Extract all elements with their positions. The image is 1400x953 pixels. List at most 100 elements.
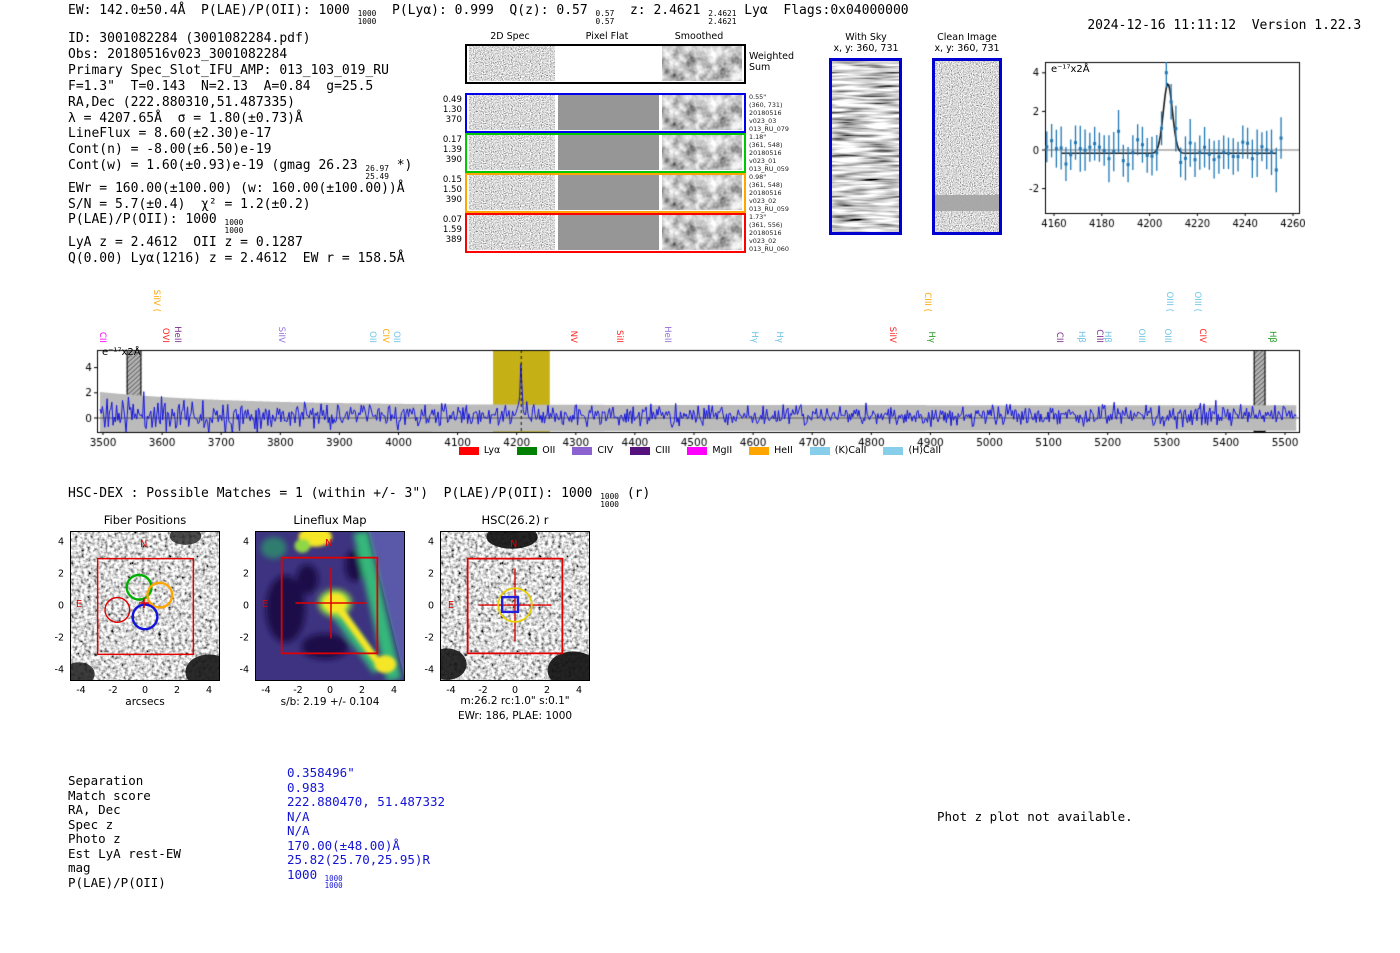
mainspec-units-label: e⁻¹⁷x2Å: [102, 347, 141, 358]
stacked-fraction: 0.57 0.57: [595, 8, 615, 26]
fiber-smoothed: [662, 215, 742, 250]
2d-fiber-row: [465, 173, 746, 213]
fiber-pixel-flat: [558, 215, 659, 250]
with-sky-title: With Sky x, y: 360, 731: [833, 32, 898, 54]
cutout-xtick: 0: [141, 685, 149, 696]
legend-label: OII: [542, 445, 556, 456]
fiber-2d-spec: [469, 95, 555, 130]
hsc-cutout-image: N E: [440, 531, 590, 681]
target-cross: [139, 598, 149, 608]
legend-swatch: [458, 446, 479, 455]
clean-image: [932, 58, 1002, 235]
with-sky-image: [829, 58, 902, 235]
info-line: RA,Dec (222.880310,51.487335): [68, 94, 295, 110]
lineflux-caption: s/b: 2.19 +/- 0.104: [280, 696, 380, 708]
legend-item-CIII: CIII: [630, 445, 670, 456]
weighted-sum-row: [465, 44, 746, 84]
legend-label: HeII: [774, 445, 793, 456]
noise: [469, 215, 555, 250]
legend-item-(H)CaII: (H)CaII: [883, 445, 941, 456]
legend-item-MgII: MgII: [687, 445, 732, 456]
info-line: LyA z = 2.4612 OII z = 0.1287: [68, 234, 303, 250]
2d-fiber-row: [465, 93, 746, 133]
clean-image-coords: x, y: 360, 731: [934, 43, 1000, 54]
hsc-caption-2: EWr: 186, PLAE: 1000: [457, 710, 573, 722]
legend-swatch: [572, 446, 593, 455]
compass-east-label: E: [76, 599, 82, 610]
cutout-ytick: 4: [427, 536, 434, 548]
extraction-box: [466, 557, 564, 655]
legend-item-OII: OII: [517, 445, 555, 456]
with-sky-noise: [832, 61, 899, 232]
fiber-row-right-labels: 0.55" (360, 731) 20180516 v023_03 013_RU…: [749, 93, 789, 133]
cutout-xtick: -2: [108, 685, 118, 696]
fiber-positions-image: N E: [70, 531, 220, 681]
dark-source-blob: [71, 662, 95, 680]
report-timestamp: 2024-12-16 11:11:12: [1087, 18, 1237, 33]
clean-image-smooth-band: [935, 195, 999, 211]
line-fit-plot: [1020, 52, 1305, 232]
cutout-ytick: -2: [54, 632, 64, 644]
stacked-fraction: 1000 1000: [357, 8, 377, 26]
cutout-xtick: 2: [173, 685, 181, 696]
with-sky-title-line: With Sky: [845, 32, 887, 43]
report-version: Version 1.22.3: [1251, 18, 1362, 33]
weighted-pixel-flat: [558, 46, 659, 81]
cutout-ytick: 4: [242, 536, 249, 548]
timestamp-version-gap: [1236, 18, 1252, 33]
emission-line-label-OIII: OIII (: [1192, 291, 1203, 312]
noise: [469, 46, 555, 81]
match-table-value: 222.880470, 51.487332: [287, 794, 446, 810]
cutout-xtick: 0: [511, 685, 519, 696]
info-line: EWr = 160.00(±100.00) (w: 160.00(±100.00…: [68, 180, 405, 196]
match-table-label: Separation: [68, 773, 144, 788]
stacked-fraction: 1000 1000: [600, 491, 619, 509]
cutout-xtick: -2: [478, 685, 488, 696]
cutout-ytick: 2: [57, 568, 64, 580]
match-table-value: N/A: [287, 808, 310, 824]
target-cross: [478, 568, 552, 642]
cutout-xtick: 4: [575, 685, 583, 696]
cutout-ytick: 0: [427, 600, 434, 612]
photz-note: Phot z plot not available.: [937, 809, 1133, 824]
fiber-positions-overlay: N E: [71, 532, 219, 680]
legend-item-(K)CaII: (K)CaII: [809, 445, 866, 456]
cutout-ytick: -2: [424, 632, 434, 644]
fiber-smoothed: [662, 95, 742, 130]
noise: [469, 95, 555, 130]
cutout-xtick: 2: [358, 685, 366, 696]
dark-source-blob: [185, 654, 219, 680]
legend-label: CIII: [655, 445, 671, 456]
match-table-label: Photo z: [68, 831, 121, 847]
with-sky-coords: x, y: 360, 731: [833, 43, 899, 54]
match-table-value: 1000 1000 1000: [287, 866, 343, 891]
match-table-value: N/A: [287, 823, 310, 839]
2d-column-title: 2D Spec: [490, 31, 530, 42]
cutout-ytick: 2: [427, 568, 434, 580]
legend-swatch: [517, 446, 538, 455]
hsc-dex-header: HSC-DEX : Possible Matches = 1 (within +…: [68, 486, 651, 509]
summary-header: EW: 142.0±50.4Å P(LAE)/P(OII): 1000 1000…: [68, 3, 909, 26]
report-timestamp-version: 2024-12-16 11:11:12 Version 1.22.3: [1056, 3, 1361, 48]
noise: [662, 95, 742, 130]
hsc-cutout-title: HSC(26.2) r: [481, 513, 549, 527]
info-line: Cont(w) = 1.60(±0.93)e-19 (gmag 26.23 26…: [68, 158, 413, 181]
noise: [662, 135, 742, 170]
cutout-xtick: 4: [205, 685, 213, 696]
linefit-units-label: e⁻¹⁷x2Å: [1051, 64, 1090, 75]
stacked-fraction: 1000 1000: [324, 873, 343, 891]
info-line: Q(0.00) Lyα(1216) z = 2.4612 EW r = 158.…: [68, 250, 405, 266]
legend-swatch: [809, 446, 830, 455]
weighted-2d-spec: [469, 46, 555, 81]
match-table-label: RA, Dec: [68, 802, 121, 818]
clean-image-title: Clean Image x, y: 360, 731: [934, 32, 999, 54]
lineflux-map-art: N E: [256, 532, 404, 680]
fiber-positions-noise: [71, 532, 219, 680]
fiber-2d-spec: [469, 175, 555, 210]
weighted-sum-label: Weighted Sum: [749, 51, 794, 73]
catalog-object-box: [500, 595, 520, 614]
weighted-smoothed: [662, 46, 742, 81]
segmentation-ellipse: [441, 646, 470, 680]
dark-source-blob: [486, 532, 538, 549]
fiber-circle-red: [104, 596, 131, 623]
